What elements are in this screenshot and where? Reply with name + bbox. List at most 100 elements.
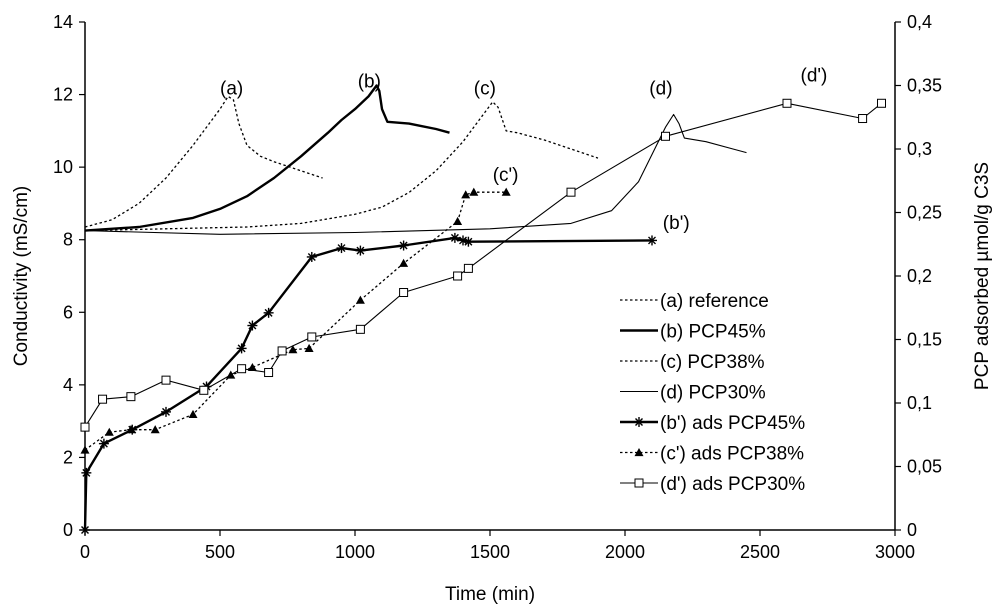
y-right-tick-label: 0,2 (907, 266, 932, 286)
data-point-triangle-marker (461, 190, 471, 199)
data-point-square-marker (237, 364, 247, 374)
data-point-triangle-marker (126, 425, 136, 434)
y-tick-label: 2 (63, 447, 73, 467)
x-tick-label: 0 (80, 542, 90, 562)
data-point-triangle-marker (501, 187, 511, 196)
series-line (84, 191, 507, 451)
x-tick-label: 2500 (740, 542, 780, 562)
data-point-square-marker (277, 346, 287, 356)
data-point-star-marker (247, 320, 258, 331)
data-point-star-marker (236, 343, 247, 354)
series-1 (84, 95, 323, 228)
data-point-square-marker (307, 332, 317, 342)
series-6 (80, 187, 511, 454)
data-point-square-marker (98, 394, 108, 404)
data-point-square-marker (355, 324, 365, 334)
x-tick-label: 1500 (470, 542, 510, 562)
y-tick-label: 6 (63, 302, 73, 322)
data-point-square-marker (463, 263, 473, 273)
y-right-tick-label: 0,15 (907, 330, 942, 350)
data-point-star-marker (355, 245, 366, 256)
annotation-label: (d') (801, 66, 828, 87)
y-tick-label: 14 (53, 12, 73, 32)
series-line (84, 101, 599, 232)
data-point-square-marker (782, 98, 792, 108)
annotation-label: (a) (220, 79, 243, 100)
y-right-tick-label: 0,1 (907, 393, 932, 413)
legend-item: (d') ads PCP30% (620, 474, 805, 495)
annotation-label: (b) (358, 71, 381, 92)
legend-item: (b') ads PCP45% (620, 413, 805, 434)
series-3 (84, 101, 599, 232)
x-tick-label: 500 (205, 542, 235, 562)
y-right-tick-label: 0 (907, 520, 917, 540)
data-point-triangle-marker (453, 216, 463, 225)
x-tick-label: 2000 (605, 542, 645, 562)
legend-label: (d) PCP30% (660, 383, 766, 404)
y-right-tick-label: 0,4 (907, 12, 932, 32)
legend-triangle-marker (634, 448, 644, 457)
y-tick-label: 12 (53, 85, 73, 105)
data-point-triangle-marker (304, 343, 314, 352)
legend-item: (a) reference (620, 291, 769, 312)
series-line (84, 95, 323, 228)
y-tick-label: 10 (53, 157, 73, 177)
data-point-star-marker (449, 232, 460, 243)
data-point-triangle-marker (355, 295, 365, 304)
legend-item: (b) PCP45% (620, 322, 766, 343)
legend-label: (d') ads PCP30% (660, 474, 805, 495)
data-point-square-marker (161, 375, 171, 385)
data-point-square-marker (858, 114, 868, 124)
data-point-square-marker (566, 187, 576, 197)
series-7 (80, 98, 886, 432)
data-point-star-marker (398, 240, 409, 251)
data-point-square-marker (661, 131, 670, 141)
y-right-tick-label: 0,05 (907, 457, 942, 477)
series-line (84, 102, 882, 428)
data-point-triangle-marker (288, 345, 298, 354)
data-point-star-marker (263, 307, 274, 318)
y-ticks: 0 2 4 6 8 10 12 14 (53, 12, 85, 540)
data-point-triangle-marker (188, 409, 198, 419)
x-ticks: 0 500 1000 1500 2000 2500 3000 (80, 530, 915, 562)
y-right-tick-label: 0,3 (907, 139, 932, 159)
legend-square-marker (634, 478, 644, 488)
series-4 (84, 113, 747, 235)
legend-label: (b) PCP45% (660, 322, 766, 343)
data-point-triangle-marker (469, 187, 479, 196)
series-5 (80, 232, 657, 535)
data-point-triangle-marker (150, 425, 160, 434)
y-axis-title: Conductivity (mS/cm) (11, 186, 32, 367)
data-point-triangle-marker (399, 258, 409, 267)
data-point-square-marker (399, 288, 409, 298)
data-point-square-marker (877, 98, 886, 108)
data-point-triangle-marker (80, 445, 90, 454)
y-right-ticks: 0 0,05 0,1 0,15 0,2 0,25 0,3 0,35 0,4 (895, 12, 942, 540)
legend-item: (d) PCP30% (620, 383, 766, 404)
legend: (a) reference (b) PCP45% (c) PCP38% (d) PCP… (620, 291, 805, 495)
data-point-triangle-marker (104, 427, 114, 436)
legend-label: (c') ads PCP38% (660, 444, 804, 465)
series-line (84, 84, 450, 232)
x-tick-label: 1000 (335, 542, 375, 562)
legend-item: (c') ads PCP38% (620, 444, 804, 465)
data-point-square-marker (264, 368, 274, 378)
data-point-square-marker (126, 392, 136, 402)
series-layer (80, 84, 886, 535)
x-tick-label: 3000 (875, 542, 915, 562)
legend-star-marker (634, 417, 644, 427)
series-2 (84, 84, 450, 232)
series-line (84, 113, 747, 235)
annotation-layer: (a) (b) (c) (d) (d') (c') (b') (220, 66, 827, 234)
y-right-tick-label: 0,25 (907, 203, 942, 223)
annotation-label: (b') (663, 213, 690, 234)
x-axis-title: Time (min) (445, 584, 535, 605)
data-point-star-marker (80, 525, 90, 535)
data-point-star-marker (647, 235, 657, 246)
data-point-triangle-marker (247, 362, 257, 372)
y-tick-label: 4 (63, 375, 73, 395)
y-tick-label: 0 (63, 520, 73, 540)
annotation-label: (c') (493, 165, 519, 186)
data-point-star-marker (336, 243, 347, 254)
